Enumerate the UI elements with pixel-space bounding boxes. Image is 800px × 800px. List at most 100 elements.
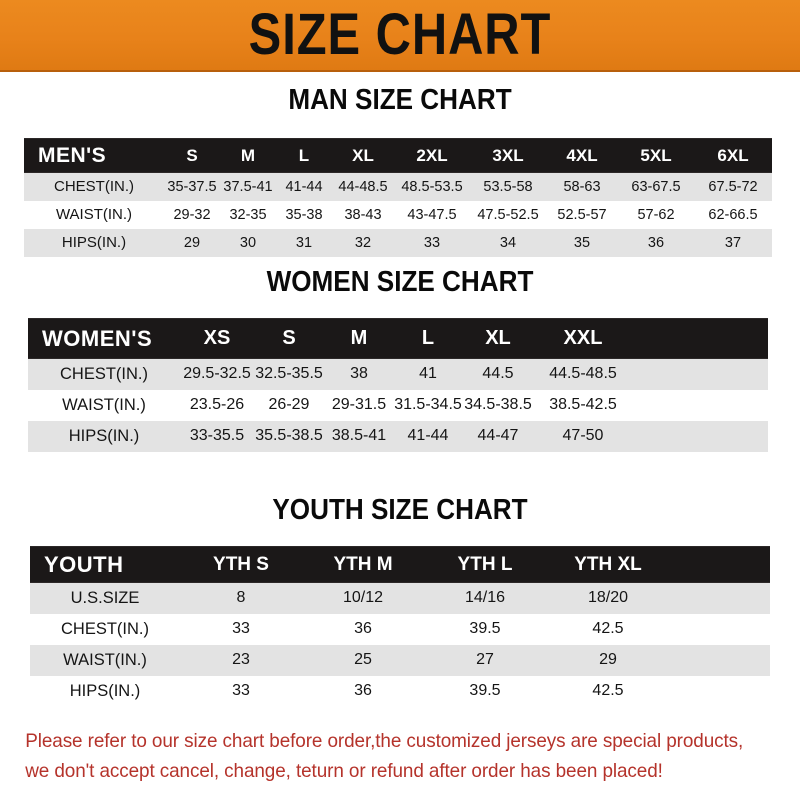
cell: 47.5-52.5 xyxy=(477,206,539,223)
cell: 25 xyxy=(354,651,372,668)
cell: 58-63 xyxy=(563,178,601,195)
cell: 42.5 xyxy=(592,682,624,699)
cell: 47-50 xyxy=(562,427,604,444)
men-table-header: MEN'S S M L XL 2XL 3XL 4XL 5XL 6XL xyxy=(24,138,772,173)
women-col-s: S xyxy=(254,318,324,359)
table-row: WAIST(IN.) 23 25 27 29 xyxy=(30,644,770,676)
cell: 23.5-26 xyxy=(189,396,245,413)
cell: 67.5-72 xyxy=(708,178,758,195)
cell: 39.5 xyxy=(469,620,501,637)
table-row: U.S.SIZE 8 10/12 14/16 18/20 xyxy=(30,582,770,614)
men-row-label-hips: HIPS(IN.) xyxy=(61,234,127,251)
table-header-row: MEN'S S M L XL 2XL 3XL 4XL 5XL 6XL xyxy=(24,138,772,173)
cell: 23 xyxy=(232,651,250,668)
disclaimer-text: Please refer to our size chart before or… xyxy=(0,726,776,786)
cell xyxy=(632,390,768,421)
section-title-man: MAN SIZE CHART xyxy=(288,84,512,116)
table-row: HIPS(IN.) 33-35.5 35.5-38.5 38.5-41 41-4… xyxy=(28,420,768,452)
cell: 63-67.5 xyxy=(631,178,681,195)
youth-row-label-hips: HIPS(IN.) xyxy=(69,681,141,700)
cell xyxy=(670,614,770,645)
cell: 32 xyxy=(354,234,372,251)
cell: 37 xyxy=(724,234,742,251)
cell: 14/16 xyxy=(464,589,506,607)
cell: 44-48.5 xyxy=(338,178,388,195)
table-row: WAIST(IN.) 23.5-26 26-29 29-31.5 31.5-34… xyxy=(28,389,768,421)
cell: 27 xyxy=(476,651,494,668)
youth-row-label-ussize: U.S.SIZE xyxy=(70,588,140,607)
cell: 33 xyxy=(423,234,441,251)
table-row: WAIST(IN.) 29-32 32-35 35-38 38-43 43-47… xyxy=(24,200,772,229)
cell: 62-66.5 xyxy=(708,206,758,223)
men-table-body: CHEST(IN.) 35-37.5 37.5-41 41-44 44-48.5… xyxy=(24,172,772,257)
table-row: CHEST(IN.) 33 36 39.5 42.5 xyxy=(30,613,770,645)
cell: 53.5-58 xyxy=(483,178,533,195)
cell: 36 xyxy=(647,234,665,251)
cell: 57-62 xyxy=(637,206,675,223)
cell xyxy=(670,583,770,614)
youth-row-label-chest: CHEST(IN.) xyxy=(61,619,149,638)
youth-size-table: YOUTH YTH S YTH M YTH L YTH XL U.S.SIZE … xyxy=(30,546,770,707)
cell: 29 xyxy=(183,234,201,251)
cell: 44.5 xyxy=(482,365,514,383)
cell: 32.5-35.5 xyxy=(255,365,323,383)
cell: 35-38 xyxy=(285,206,323,223)
cell xyxy=(670,676,770,707)
men-col-6xl: 6XL xyxy=(694,138,772,173)
table-header-row: YOUTH YTH S YTH M YTH L YTH XL xyxy=(30,546,770,583)
men-corner-label: MEN'S xyxy=(24,138,164,173)
cell: 44.5-48.5 xyxy=(549,365,617,383)
section-title-women: WOMEN SIZE CHART xyxy=(266,266,534,298)
men-col-m: M xyxy=(220,138,276,173)
women-col-l: L xyxy=(394,318,462,359)
youth-col-spacer xyxy=(670,546,770,583)
youth-table-body: U.S.SIZE 8 10/12 14/16 18/20 CHEST(IN.) … xyxy=(30,582,770,707)
disclaimer-line-1: Please refer to our size chart before or… xyxy=(25,730,744,752)
cell: 29-32 xyxy=(173,206,211,223)
youth-corner-label: YOUTH xyxy=(30,546,180,583)
youth-table-header: YOUTH YTH S YTH M YTH L YTH XL xyxy=(30,546,770,583)
cell: 30 xyxy=(239,234,257,251)
cell: 38-43 xyxy=(344,206,382,223)
cell: 34 xyxy=(499,234,517,251)
cell: 41-44 xyxy=(285,178,323,195)
cell: 35.5-38.5 xyxy=(255,427,323,444)
men-col-4xl: 4XL xyxy=(546,138,618,173)
cell: 31.5-34.5 xyxy=(394,396,462,413)
women-col-m: M xyxy=(324,318,394,359)
men-col-5xl: 5XL xyxy=(618,138,694,173)
women-table-body: CHEST(IN.) 29.5-32.5 32.5-35.5 38 41 44.… xyxy=(28,358,768,452)
table-row: CHEST(IN.) 29.5-32.5 32.5-35.5 38 41 44.… xyxy=(28,358,768,390)
women-size-table: WOMEN'S XS S M L XL XXL CHEST(IN.) 29.5-… xyxy=(28,318,768,452)
youth-row-label-waist: WAIST(IN.) xyxy=(63,650,147,669)
cell: 43-47.5 xyxy=(407,206,457,223)
men-row-label-waist: WAIST(IN.) xyxy=(55,206,133,223)
youth-col-yth-s: YTH S xyxy=(180,546,302,583)
page-title: SIZE CHART xyxy=(248,2,552,68)
table-row: CHEST(IN.) 35-37.5 37.5-41 41-44 44-48.5… xyxy=(24,172,772,201)
cell xyxy=(632,359,768,390)
cell: 44-47 xyxy=(477,427,519,444)
women-col-xl: XL xyxy=(462,318,534,359)
cell: 29-31.5 xyxy=(331,396,387,413)
cell xyxy=(632,421,768,452)
women-row-label-chest: CHEST(IN.) xyxy=(60,364,148,383)
youth-col-yth-l: YTH L xyxy=(424,546,546,583)
cell: 29 xyxy=(599,651,617,668)
cell: 48.5-53.5 xyxy=(401,178,463,195)
cell: 10/12 xyxy=(342,589,384,607)
cell: 38 xyxy=(350,365,368,383)
men-col-2xl: 2XL xyxy=(394,138,470,173)
cell: 36 xyxy=(354,620,372,637)
women-col-xxl: XXL xyxy=(534,318,632,359)
cell: 33-35.5 xyxy=(189,427,245,444)
women-col-xs: XS xyxy=(180,318,254,359)
cell: 41-44 xyxy=(407,427,449,444)
men-size-table: MEN'S S M L XL 2XL 3XL 4XL 5XL 6XL CHEST… xyxy=(24,138,772,257)
disclaimer-line-2: we don't accept cancel, change, teturn o… xyxy=(25,760,663,782)
cell: 36 xyxy=(354,682,372,699)
men-col-xl: XL xyxy=(332,138,394,173)
cell xyxy=(670,645,770,676)
women-table-header: WOMEN'S XS S M L XL XXL xyxy=(28,318,768,359)
cell: 8 xyxy=(236,589,246,607)
